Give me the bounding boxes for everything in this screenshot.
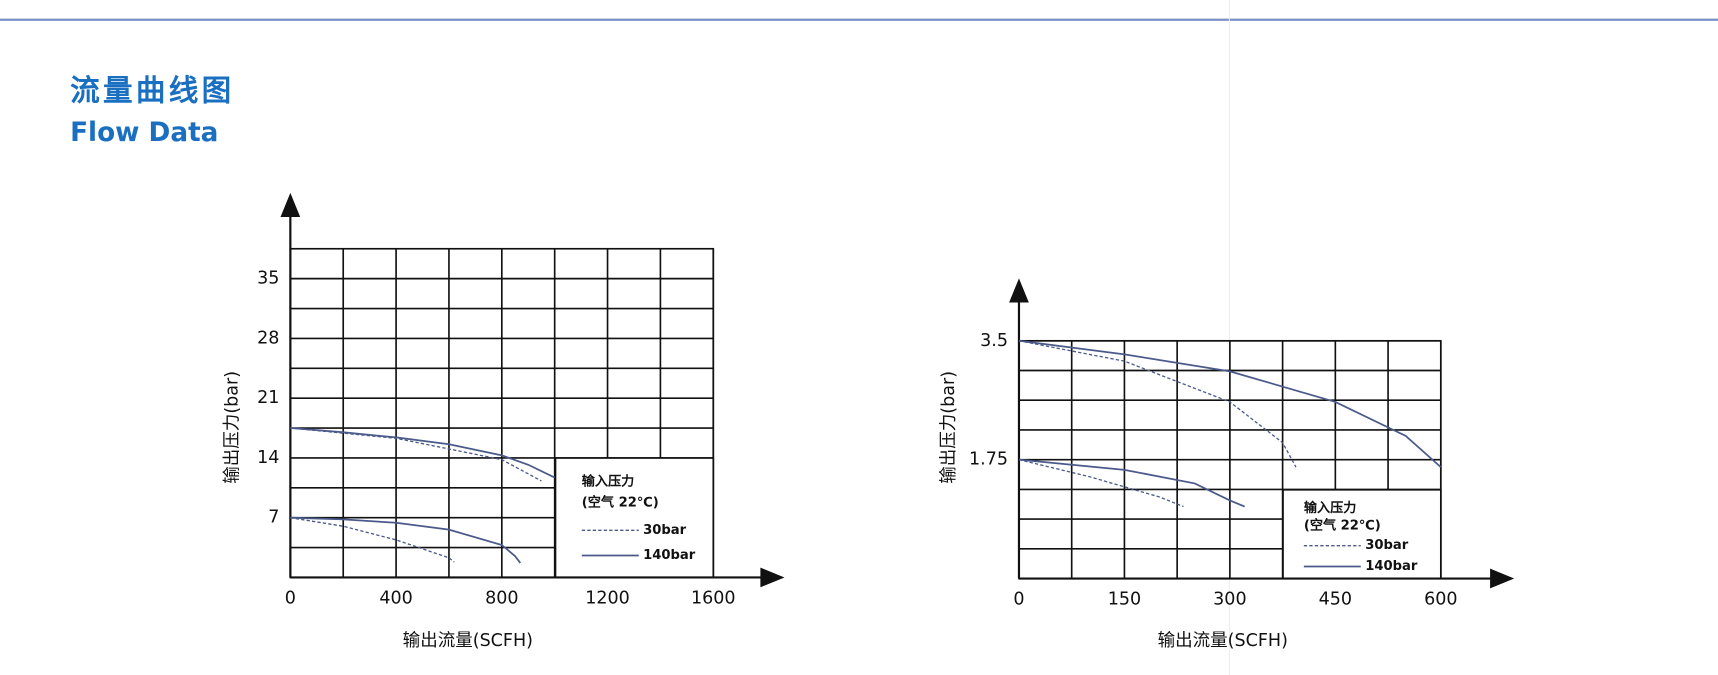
flow-curve [1018, 459, 1184, 508]
x-tick-label: 0 [285, 588, 296, 608]
flow-curve [1018, 458, 1245, 508]
flow-curve [290, 517, 455, 563]
flow-curve [1018, 340, 1297, 468]
y-axis-arrow [1009, 278, 1029, 303]
x-tick-label: 450 [1319, 589, 1352, 609]
x-tick-label: 400 [379, 588, 412, 608]
y-axis-label: 输出压力(bar) [939, 371, 959, 484]
y-tick-label: 7 [268, 508, 279, 528]
x-axis-label: 输出流量(SCFH) [403, 631, 533, 651]
legend-subtitle: (空气 22℃) [1304, 516, 1381, 533]
legend-title: 输入压力 [1304, 499, 1357, 516]
legend-label: 30bar [643, 523, 687, 538]
flow-curve [290, 427, 542, 482]
y-tick-label: 21 [257, 388, 279, 408]
y-tick-label: 28 [257, 328, 279, 348]
x-tick-label: 1200 [585, 588, 630, 608]
x-axis-label: 输出流量(SCFH) [1158, 631, 1288, 651]
x-axis-arrow [760, 567, 785, 588]
x-axis-arrow [1490, 568, 1515, 589]
flow-curve [290, 427, 556, 479]
legend-label: 140bar [1365, 559, 1418, 574]
x-tick-label: 150 [1108, 589, 1141, 609]
x-tick-label: 300 [1213, 589, 1246, 609]
x-tick-label: 800 [485, 588, 518, 608]
y-tick-label: 14 [257, 448, 279, 468]
x-tick-label: 600 [1424, 589, 1457, 609]
title: 流量曲线图 [70, 74, 234, 108]
legend-label: 30bar [1365, 538, 1409, 553]
y-tick-label: 35 [257, 269, 279, 289]
flow-curve [1018, 339, 1442, 468]
y-tick-label: 3.5 [980, 331, 1008, 351]
y-tick-label: 1.75 [969, 450, 1008, 470]
y-axis-arrow [280, 192, 301, 217]
x-tick-label: 0 [1013, 589, 1024, 609]
subtitle: Flow Data [70, 118, 218, 148]
y-axis-label: 输出压力(bar) [222, 371, 242, 484]
legend-box [554, 457, 715, 579]
flow-curve [290, 516, 522, 564]
legend-label: 140bar [643, 548, 696, 563]
x-tick-label: 1600 [691, 588, 736, 608]
legend-subtitle: (空气 22℃) [582, 493, 659, 510]
legend-title: 输入压力 [582, 473, 635, 490]
legend-box [1282, 488, 1442, 580]
